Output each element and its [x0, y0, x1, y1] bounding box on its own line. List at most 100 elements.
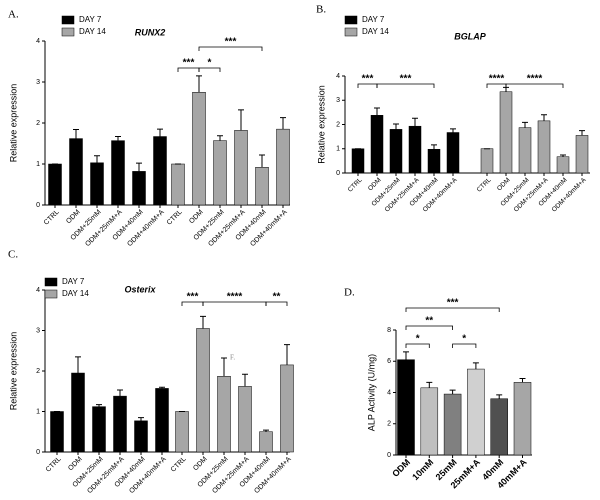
bar	[90, 162, 104, 206]
panel-label: B.	[316, 4, 326, 16]
legend-label: DAY 14	[62, 289, 89, 298]
bar	[234, 130, 248, 206]
y-tick-label: 0	[36, 202, 40, 209]
y-tick-label: 0	[336, 170, 340, 177]
significance-label: ***	[187, 292, 199, 303]
error-bar	[412, 117, 418, 127]
significance-bracket	[405, 307, 500, 312]
x-tick-label: ODM+25mM+A	[84, 209, 124, 249]
bar	[196, 328, 210, 453]
y-tick-label: 0	[36, 449, 40, 456]
y-tick-label: 1	[336, 146, 340, 153]
bar	[446, 132, 460, 174]
error-bar	[117, 389, 123, 397]
bar	[397, 359, 415, 456]
significance-bracket	[265, 301, 288, 306]
significance-label: ****	[489, 74, 505, 85]
error-bar	[403, 351, 409, 360]
error-bar	[449, 389, 456, 395]
significance-label: *	[416, 334, 420, 345]
bar	[427, 148, 441, 174]
bar	[490, 398, 508, 456]
bar	[69, 138, 83, 206]
error-bar	[221, 357, 227, 377]
bar	[389, 129, 403, 174]
x-tick-label: ODM+40mM+A	[128, 456, 168, 496]
error-bar	[136, 162, 142, 172]
significance-label: ***	[183, 58, 195, 69]
bar	[370, 115, 384, 174]
y-tick-label: 6	[387, 358, 391, 365]
bar	[259, 431, 273, 453]
bar	[92, 406, 106, 453]
error-bar	[426, 381, 433, 388]
significance-label: ****	[227, 292, 243, 303]
significance-bracket	[198, 46, 263, 51]
error-bar	[157, 128, 163, 137]
significance-bracket	[198, 67, 221, 72]
error-bar	[280, 117, 286, 130]
y-tick-label: 0	[387, 452, 391, 459]
error-bar	[96, 404, 102, 407]
significance-label: ***	[447, 298, 459, 309]
x-tick-label: ODM+40mM+A	[249, 209, 289, 249]
x-tick-label: ODM+25mM+A	[207, 209, 247, 249]
legend-label: DAY 7	[79, 15, 102, 24]
legend-swatch	[44, 289, 58, 299]
bar	[513, 382, 532, 456]
error-bar	[374, 107, 380, 116]
significance-label: *	[208, 58, 212, 69]
error-bar	[541, 114, 547, 121]
error-bar	[496, 394, 503, 399]
error-bar	[73, 129, 79, 139]
y-axis-label: Relative expression	[316, 85, 326, 164]
significance-label: ****	[527, 74, 543, 85]
chart-title: BGLAP	[454, 31, 486, 41]
error-bar	[200, 315, 206, 329]
y-tick-label: 1	[36, 408, 40, 415]
bar	[518, 127, 532, 174]
bar	[499, 91, 513, 174]
y-axis-label: ALP Activity (U/mg)	[366, 354, 376, 431]
error-bar	[94, 155, 100, 163]
bar	[276, 128, 290, 206]
significance-label: ***	[225, 37, 237, 48]
error-bar	[431, 144, 437, 150]
significance-bracket	[452, 343, 477, 348]
bar	[111, 140, 125, 206]
legend-swatch	[44, 277, 58, 287]
x-tick-label: ODM+25mM+A	[211, 456, 251, 496]
significance-label: **	[273, 292, 281, 303]
y-tick-label: 4	[36, 38, 40, 45]
bar	[113, 395, 127, 453]
chart-title: Osterix	[124, 284, 156, 294]
bar	[556, 156, 570, 174]
error-bar	[503, 86, 509, 92]
error-bar	[284, 344, 290, 365]
legend-swatch	[61, 27, 75, 37]
y-tick-label: 1	[36, 161, 40, 168]
bar	[155, 388, 169, 453]
bar	[192, 92, 206, 206]
bar	[238, 386, 252, 453]
x-tick-label: ODM	[192, 456, 209, 473]
y-axis-label: Relative expression	[8, 332, 18, 411]
bar	[467, 368, 485, 456]
error-bar	[259, 154, 265, 168]
y-tick-label: 2	[336, 121, 340, 128]
bar	[175, 411, 189, 453]
bar	[420, 387, 439, 456]
panel-label: A.	[8, 9, 19, 21]
bar	[171, 163, 185, 206]
y-axis-label: Relative expression	[8, 84, 18, 163]
panel-label: C.	[8, 249, 18, 261]
error-bar	[196, 75, 202, 93]
x-tick-label: CTRL	[476, 176, 493, 193]
bar	[443, 393, 462, 456]
y-tick-label: 3	[36, 327, 40, 334]
significance-bracket	[405, 343, 430, 348]
bar	[217, 376, 231, 453]
x-tick-label: ODM	[367, 177, 383, 193]
error-bar	[115, 136, 121, 141]
